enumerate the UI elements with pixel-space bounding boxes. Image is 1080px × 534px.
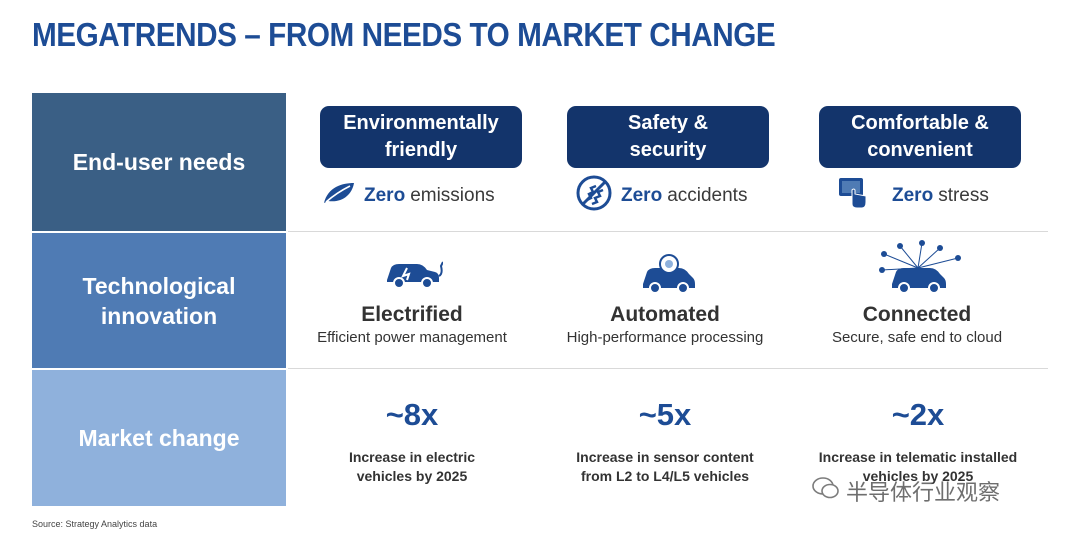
- page-title: MEGATRENDS – FROM NEEDS TO MARKET CHANGE: [32, 16, 776, 53]
- zero-word: Zero: [364, 185, 406, 206]
- autonomous-car-icon: [637, 250, 699, 301]
- tech-title-connected: Connected: [862, 303, 972, 326]
- market-value-sensor: ~5x: [638, 397, 692, 432]
- tech-sub-connected: Secure, safe end to cloud: [831, 329, 1003, 346]
- need-pill-environment: Environmentally friendly: [320, 106, 522, 168]
- row-label-tech-text: Technological innovation: [82, 272, 236, 329]
- road-safety-icon: [575, 174, 613, 218]
- source-note: Source: Strategy Analytics data: [32, 519, 158, 529]
- market-value-ev: ~8x: [385, 397, 439, 432]
- divider: [288, 231, 1048, 232]
- row-label-needs: End-user needs: [32, 93, 286, 231]
- electric-car-icon: [383, 254, 444, 299]
- connected-car-icon: [878, 240, 962, 301]
- zero-emissions: Zero emissions: [322, 181, 495, 211]
- tech-sub-electrified: Efficient power management: [317, 329, 507, 346]
- zero-word: Zero: [892, 185, 934, 206]
- market-value-telematic: ~2x: [891, 397, 945, 432]
- watermark: 半导体行业观察: [812, 475, 1000, 507]
- zero-word: Zero: [621, 185, 663, 206]
- zero-stress: Zero stress: [838, 178, 989, 211]
- zero-rest: stress: [938, 185, 989, 206]
- zero-rest: accidents: [667, 185, 748, 206]
- need-pill-safety: Safety & security: [567, 106, 769, 168]
- zero-accidents: Zero accidents: [575, 175, 748, 211]
- touchscreen-icon: [838, 176, 870, 216]
- market-desc-telematic: Increase in telematic installed vehicles…: [818, 449, 1018, 484]
- tech-title-automated: Automated: [610, 303, 720, 326]
- tech-title-electrified: Electrified: [361, 303, 463, 326]
- need-pill-comfort: Comfortable & convenient: [819, 106, 1021, 168]
- zero-rest: emissions: [410, 185, 495, 206]
- row-label-tech: Technological innovation: [32, 233, 286, 368]
- tech-sub-automated: High-performance processing: [566, 329, 764, 346]
- wechat-icon: [812, 476, 840, 506]
- market-desc-ev: Increase in electric vehicles by 2025: [348, 449, 476, 484]
- divider: [288, 368, 1048, 369]
- row-label-market: Market change: [32, 370, 286, 506]
- market-desc-sensor: Increase in sensor content from L2 to L4…: [576, 449, 754, 484]
- watermark-text: 半导体行业观察: [846, 481, 1001, 506]
- leaf-icon: [322, 181, 356, 211]
